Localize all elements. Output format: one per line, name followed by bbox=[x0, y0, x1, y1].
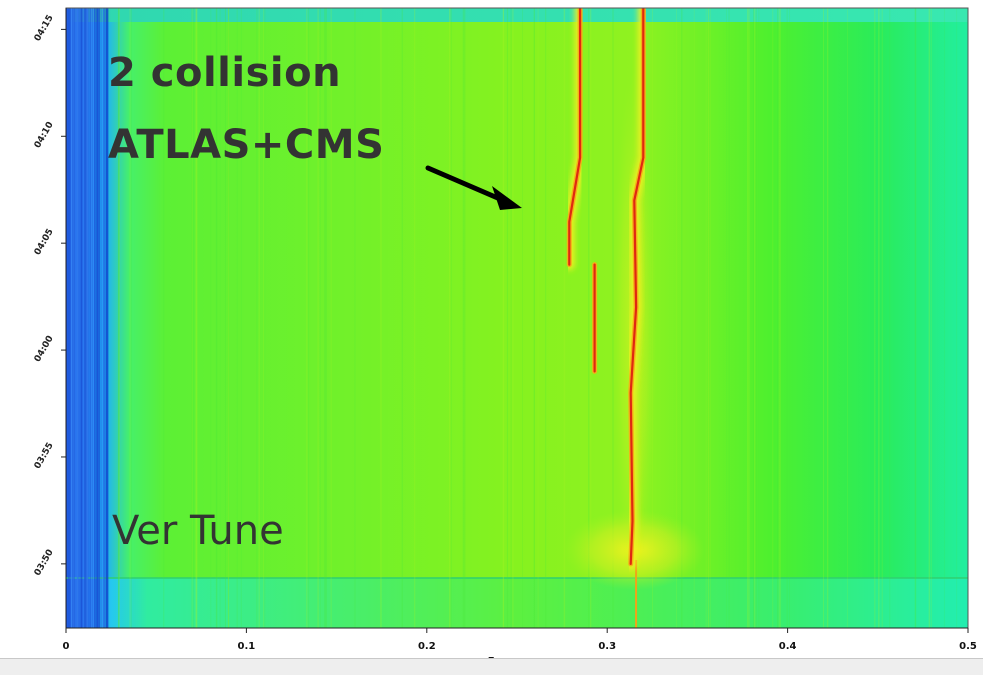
tune-line-1 bbox=[568, 8, 582, 266]
heatmap-top-band bbox=[66, 8, 968, 22]
x-tick-label: 0.2 bbox=[418, 641, 436, 652]
tune-lines bbox=[563, 8, 649, 570]
tune-line-3 bbox=[629, 8, 645, 565]
annotation-arrow bbox=[425, 165, 522, 210]
heatmap-bottom-band bbox=[66, 578, 968, 628]
annotation-ver-tune: Ver Tune bbox=[112, 508, 284, 554]
annotation-collision: 2 collision bbox=[108, 50, 342, 96]
window-bottom-strip bbox=[0, 658, 983, 675]
spectrogram-background bbox=[66, 8, 968, 628]
x-tick-label: 0.5 bbox=[959, 641, 977, 652]
x-tick-label: 0.1 bbox=[238, 641, 256, 652]
axes: 00.10.20.30.40.5Frequency03:5003:5504:00… bbox=[0, 7, 977, 667]
arrow-shaft bbox=[425, 165, 503, 202]
heatmap-body bbox=[66, 8, 968, 628]
x-tick-label: 0 bbox=[63, 641, 70, 652]
annotation-experiments: ATLAS+CMS bbox=[108, 122, 385, 168]
x-tick-label: 0.4 bbox=[779, 641, 797, 652]
y-axis-panel bbox=[0, 8, 66, 628]
x-tick-label: 0.3 bbox=[598, 641, 616, 652]
arrow-head bbox=[492, 186, 522, 210]
